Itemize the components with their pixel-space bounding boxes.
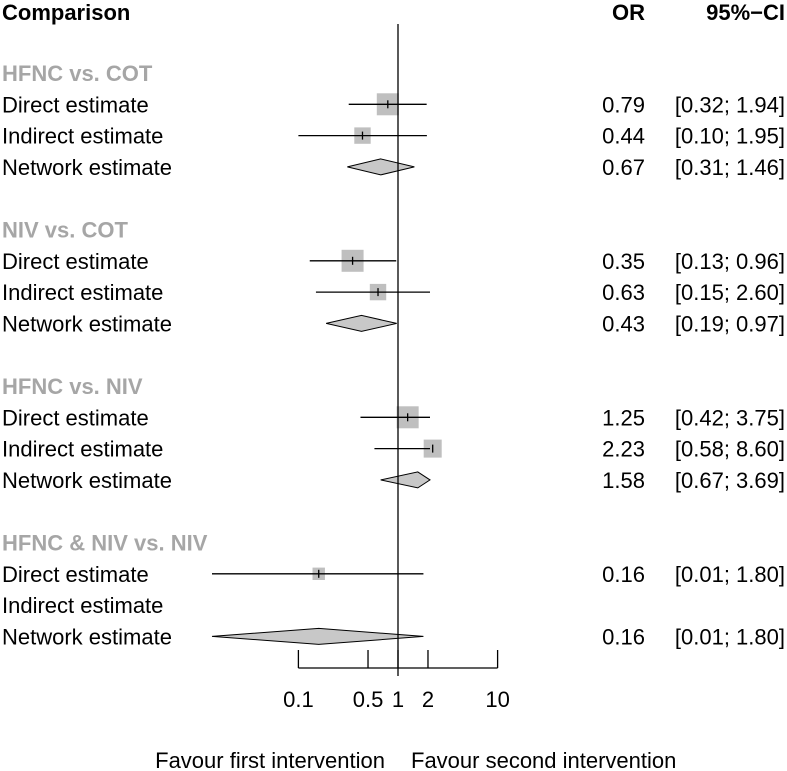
network-estimate-diamond bbox=[326, 314, 397, 332]
ci-value: [0.32; 1.94] bbox=[675, 92, 785, 117]
ci-value: [0.01; 1.80] bbox=[675, 624, 785, 649]
odds-ratio-value: 0.16 bbox=[602, 624, 645, 649]
ci-value: [0.42; 3.75] bbox=[675, 405, 785, 430]
axis-tick-label: 10 bbox=[485, 687, 509, 712]
odds-ratio-value: 0.35 bbox=[602, 249, 645, 274]
row-label: Network estimate bbox=[2, 311, 172, 336]
axis-tick-label: 2 bbox=[422, 687, 434, 712]
group-heading: NIV vs. COT bbox=[2, 218, 128, 243]
row-label: Network estimate bbox=[2, 468, 172, 493]
row-label: Indirect estimate bbox=[2, 280, 163, 305]
odds-ratio-value: 0.43 bbox=[602, 311, 645, 336]
axis-tick-label: 1 bbox=[392, 687, 404, 712]
ci-value: [0.01; 1.80] bbox=[675, 562, 785, 587]
row-label: Direct estimate bbox=[2, 249, 149, 274]
ci-value: [0.67; 3.69] bbox=[675, 468, 785, 493]
header-ci: 95%−CI bbox=[706, 0, 785, 25]
ci-value: [0.58; 8.60] bbox=[675, 437, 785, 462]
row-label: Network estimate bbox=[2, 155, 172, 180]
odds-ratio-value: 0.79 bbox=[602, 92, 645, 117]
group-heading: HFNC vs. COT bbox=[2, 61, 153, 86]
odds-ratio-value: 0.16 bbox=[602, 562, 645, 587]
group-heading: HFNC & NIV vs. NIV bbox=[2, 531, 208, 556]
axis-tick-label: 0.1 bbox=[283, 687, 314, 712]
favour-left-label: Favour first intervention bbox=[155, 748, 385, 771]
ci-value: [0.10; 1.95] bbox=[675, 124, 785, 149]
row-label: Indirect estimate bbox=[2, 437, 163, 462]
row-label: Direct estimate bbox=[2, 562, 149, 587]
odds-ratio-value: 1.58 bbox=[602, 468, 645, 493]
favour-right-label: Favour second intervention bbox=[411, 748, 676, 771]
network-estimate-diamond bbox=[380, 471, 431, 489]
group-heading: HFNC vs. NIV bbox=[2, 374, 143, 399]
ci-value: [0.15; 2.60] bbox=[675, 280, 785, 305]
network-estimate-diamond bbox=[211, 627, 424, 645]
row-label: Direct estimate bbox=[2, 92, 149, 117]
x-axis: 0.1 0.5 1 2 10 Favour first intervention Favou… bbox=[155, 650, 676, 771]
odds-ratio-value: 0.67 bbox=[602, 155, 645, 180]
axis-tick-label: 0.5 bbox=[353, 687, 384, 712]
odds-ratio-value: 0.63 bbox=[602, 280, 645, 305]
forest-rows: HFNC vs. COT Direct estimate 0.79 [0.32; 1.… bbox=[2, 24, 785, 676]
odds-ratio-value: 2.23 bbox=[602, 437, 645, 462]
row-label: Indirect estimate bbox=[2, 593, 163, 618]
odds-ratio-value: 1.25 bbox=[602, 405, 645, 430]
ci-value: [0.13; 0.96] bbox=[675, 249, 785, 274]
ci-value: [0.19; 0.97] bbox=[675, 311, 785, 336]
header-or: OR bbox=[612, 0, 645, 25]
ci-value: [0.31; 1.46] bbox=[675, 155, 785, 180]
row-label: Direct estimate bbox=[2, 405, 149, 430]
row-label: Network estimate bbox=[2, 624, 172, 649]
odds-ratio-value: 0.44 bbox=[602, 124, 645, 149]
header-comparison: Comparison bbox=[2, 0, 130, 25]
network-estimate-diamond bbox=[347, 158, 415, 176]
row-label: Indirect estimate bbox=[2, 124, 163, 149]
